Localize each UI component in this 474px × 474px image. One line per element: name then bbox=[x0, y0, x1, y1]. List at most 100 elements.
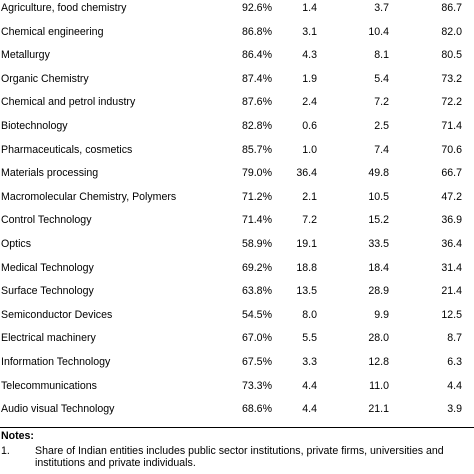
table-row: Biotechnology 82.8% 0.6 2.5 71.4 bbox=[0, 115, 474, 139]
value-cell: 10.5 bbox=[368, 190, 389, 203]
value-cell: 10.4 bbox=[368, 25, 389, 38]
field-cell: Chemical and petrol industry bbox=[1, 96, 136, 109]
value-cell: 36.4 bbox=[296, 167, 317, 180]
value-cell: 73.2 bbox=[441, 72, 462, 85]
value-cell: 3.7 bbox=[374, 2, 389, 14]
value-cell: 1.4 bbox=[302, 2, 317, 14]
field-cell: Organic Chemistry bbox=[1, 72, 89, 85]
table-row: Chemical and petrol industry 87.6% 2.4 7.2 7… bbox=[0, 91, 474, 115]
table-row: Electrical machinery 67.0% 5.5 28.0 8.7 bbox=[0, 327, 474, 351]
value-cell: 33.5 bbox=[368, 237, 389, 250]
value-cell: 7.2 bbox=[302, 214, 317, 227]
share-cell: 73.3% bbox=[241, 379, 272, 392]
value-cell: 12.5 bbox=[441, 308, 462, 321]
value-cell: 31.4 bbox=[441, 261, 462, 274]
field-cell: Materials processing bbox=[1, 167, 99, 180]
share-cell: 87.6% bbox=[241, 96, 272, 109]
field-cell: Biotechnology bbox=[1, 119, 68, 132]
value-cell: 3.3 bbox=[302, 355, 317, 368]
value-cell: 15.2 bbox=[368, 214, 389, 227]
value-cell: 9.9 bbox=[374, 308, 389, 321]
value-cell: 2.4 bbox=[302, 96, 317, 109]
field-cell: Chemical engineering bbox=[1, 25, 104, 38]
value-cell: 2.5 bbox=[374, 119, 389, 132]
value-cell: 36.9 bbox=[441, 214, 462, 227]
table-row: Surface Technology 63.8% 13.5 28.9 21.4 bbox=[0, 280, 474, 304]
field-cell: Surface Technology bbox=[1, 285, 94, 298]
table-row: Medical Technology 69.2% 18.8 18.4 31.4 bbox=[0, 257, 474, 281]
value-cell: 1.9 bbox=[302, 72, 317, 85]
field-cell: Control Technology bbox=[1, 214, 92, 227]
share-cell: 79.0% bbox=[241, 167, 272, 180]
share-cell: 71.4% bbox=[241, 214, 272, 227]
value-cell: 4.3 bbox=[302, 49, 317, 62]
share-cell: 54.5% bbox=[241, 308, 272, 321]
table-row: Audio visual Technology 68.6% 4.4 21.1 3.9 bbox=[0, 398, 474, 422]
table-row: Pharmaceuticals, cosmetics 85.7% 1.0 7.4 70.… bbox=[0, 139, 474, 163]
value-cell: 3.1 bbox=[302, 25, 317, 38]
value-cell: 18.8 bbox=[296, 261, 317, 274]
value-cell: 11.0 bbox=[369, 379, 389, 392]
field-cell: Macromolecular Chemistry, Polymers bbox=[1, 190, 177, 203]
value-cell: 66.7 bbox=[441, 167, 462, 180]
table-row: Macromolecular Chemistry, Polymers 71.2% 2… bbox=[0, 186, 474, 210]
table-row: Organic Chemistry 87.4% 1.9 5.4 73.2 bbox=[0, 68, 474, 92]
table-row: Agriculture, food chemistry 92.6% 1.4 3.7 86… bbox=[0, 0, 474, 21]
value-cell: 21.1 bbox=[368, 403, 389, 416]
field-cell: Audio visual Technology bbox=[1, 403, 115, 416]
value-cell: 70.6 bbox=[441, 143, 462, 156]
value-cell: 19.1 bbox=[296, 237, 317, 250]
value-cell: 1.0 bbox=[302, 143, 317, 156]
table-row: Materials processing 79.0% 36.4 49.8 66.7 bbox=[0, 162, 474, 186]
value-cell: 36.4 bbox=[441, 237, 462, 250]
table-row: Optics 58.9% 19.1 33.5 36.4 bbox=[0, 233, 474, 257]
value-cell: 47.2 bbox=[441, 190, 462, 203]
value-cell: 8.1 bbox=[374, 49, 389, 62]
value-cell: 6.3 bbox=[447, 355, 462, 368]
note-number: 1. bbox=[1, 445, 10, 457]
table-row: Telecommunications 73.3% 4.4 11.0 4.4 bbox=[0, 375, 474, 399]
share-cell: 58.9% bbox=[241, 237, 272, 250]
value-cell: 0.6 bbox=[302, 119, 317, 132]
share-cell: 82.8% bbox=[241, 119, 272, 132]
value-cell: 49.8 bbox=[368, 167, 389, 180]
value-cell: 4.4 bbox=[302, 379, 317, 392]
value-cell: 28.0 bbox=[368, 332, 389, 345]
field-cell: Telecommunications bbox=[1, 379, 97, 392]
field-cell: Metallurgy bbox=[1, 49, 50, 62]
value-cell: 5.4 bbox=[374, 72, 389, 85]
value-cell: 3.9 bbox=[447, 403, 462, 416]
share-cell: 67.5% bbox=[241, 355, 272, 368]
table-row: Semiconductor Devices 54.5% 8.0 9.9 12.5 bbox=[0, 304, 474, 328]
note-text: Share of Indian entities includes public… bbox=[35, 445, 444, 469]
table-row: Control Technology 71.4% 7.2 15.2 36.9 bbox=[0, 209, 474, 233]
value-cell: 4.4 bbox=[302, 403, 317, 416]
share-cell: 69.2% bbox=[241, 261, 272, 274]
value-cell: 82.0 bbox=[441, 25, 462, 38]
field-cell: Information Technology bbox=[1, 355, 111, 368]
field-cell: Semiconductor Devices bbox=[1, 308, 113, 321]
share-cell: 63.8% bbox=[241, 285, 272, 298]
value-cell: 21.4 bbox=[441, 285, 462, 298]
value-cell: 5.5 bbox=[302, 332, 317, 345]
field-cell: Medical Technology bbox=[1, 261, 94, 274]
value-cell: 8.7 bbox=[447, 332, 462, 345]
field-cell: Optics bbox=[1, 237, 32, 250]
value-cell: 72.2 bbox=[441, 96, 462, 109]
table-row: Information Technology 67.5% 3.3 12.8 6.3 bbox=[0, 351, 474, 375]
share-cell: 92.6% bbox=[241, 2, 272, 14]
value-cell: 28.9 bbox=[368, 285, 389, 298]
value-cell: 13.5 bbox=[296, 285, 317, 298]
field-cell: Pharmaceuticals, cosmetics bbox=[1, 143, 133, 156]
table-row: Metallurgy 86.4% 4.3 8.1 80.5 bbox=[0, 44, 474, 68]
share-cell: 87.4% bbox=[241, 72, 272, 85]
table-bottom-rule bbox=[0, 427, 474, 428]
share-cell: 71.2% bbox=[241, 190, 272, 203]
notes-title: Notes: bbox=[1, 430, 34, 442]
value-cell: 80.5 bbox=[441, 49, 462, 62]
value-cell: 4.4 bbox=[447, 379, 462, 392]
value-cell: 71.4 bbox=[441, 119, 462, 132]
value-cell: 18.4 bbox=[368, 261, 389, 274]
patent-share-table: Agriculture, food chemistry 92.6% 1.4 3.7 86… bbox=[0, 0, 474, 422]
